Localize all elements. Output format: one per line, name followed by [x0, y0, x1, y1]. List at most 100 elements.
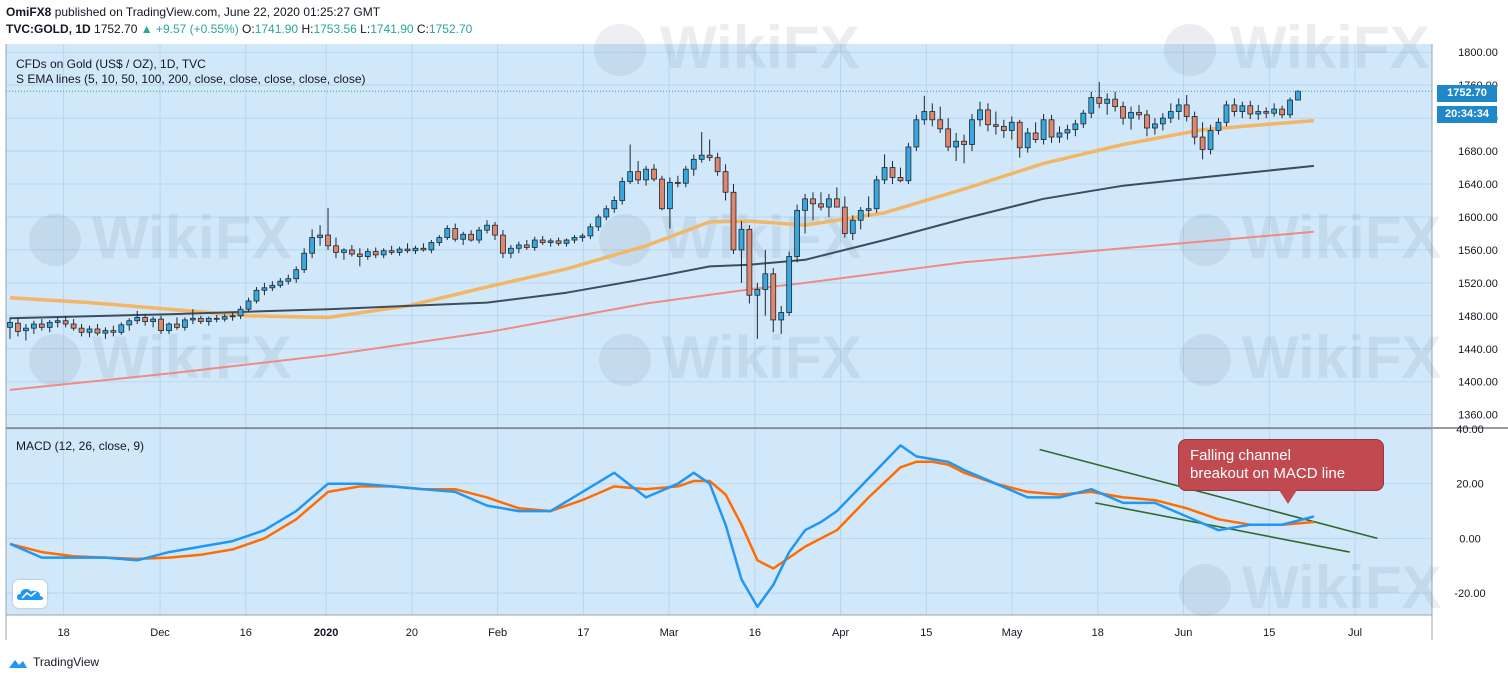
- candle-up: [778, 312, 785, 321]
- candle-down: [770, 273, 777, 321]
- publish-info: published on TradingView.com, June 22, 2…: [51, 5, 381, 19]
- footer-brand[interactable]: TradingView: [33, 655, 100, 669]
- candle-down: [349, 249, 355, 255]
- candle-up: [253, 289, 260, 302]
- candle-up: [428, 242, 435, 251]
- candle-up: [182, 319, 188, 328]
- time-tick-label: 16: [240, 627, 252, 639]
- candle-up: [341, 249, 347, 253]
- time-tick-label: Mar: [660, 627, 679, 639]
- watermark-text: WikiFX: [662, 324, 861, 391]
- candle-down: [1144, 114, 1150, 129]
- candle-up: [1287, 99, 1293, 116]
- candle-up: [261, 287, 268, 291]
- candle-up: [189, 317, 196, 321]
- candle-down: [1263, 111, 1270, 114]
- tradingview-logo-icon: [9, 659, 27, 668]
- candle-down: [714, 157, 721, 173]
- footer: TradingView: [7, 655, 99, 670]
- candle-up: [595, 216, 602, 228]
- candle-down: [158, 318, 164, 332]
- time-tick-label: 2020: [314, 627, 338, 639]
- candle-down: [1112, 98, 1119, 107]
- wikifx-watermark: WikiFX: [1164, 14, 1429, 81]
- candle-down: [404, 248, 411, 252]
- high-value: 1753.56: [313, 22, 357, 36]
- candle-down: [985, 109, 991, 126]
- candle-down: [889, 167, 896, 178]
- candle-down: [929, 111, 936, 121]
- candle-up: [1056, 132, 1063, 138]
- candle-up: [23, 327, 29, 332]
- candle-up: [794, 209, 800, 257]
- watermark-emblem-icon: [1179, 214, 1231, 266]
- candle-up: [269, 284, 276, 289]
- author-name[interactable]: OmiFX8: [6, 5, 52, 19]
- time-tick-label: Dec: [150, 627, 170, 639]
- ema-50-line: [9, 118, 1315, 320]
- candle-up: [571, 237, 578, 241]
- candle-up: [873, 179, 880, 210]
- candle-up: [1008, 121, 1015, 131]
- watermark-emblem-icon: [1179, 564, 1231, 616]
- price-tick-label: 1520.00: [1458, 278, 1498, 290]
- symbol-label[interactable]: TVC:GOLD, 1D: [6, 22, 91, 36]
- candle-up: [86, 328, 93, 333]
- price-tick-label: 1480.00: [1458, 311, 1498, 323]
- candle-down: [659, 178, 665, 210]
- macd-indicator-label[interactable]: MACD (12, 26, close, 9): [16, 439, 145, 453]
- candle-down: [1000, 125, 1007, 131]
- wikifx-watermark: WikiFX: [1179, 554, 1441, 621]
- candle-down: [452, 228, 459, 240]
- candle-up: [857, 209, 864, 221]
- candle-down: [420, 247, 427, 251]
- candle-down: [15, 322, 21, 332]
- candle-up: [285, 278, 292, 282]
- ema-indicator-label[interactable]: S EMA lines (5, 10, 50, 100, 200, close,…: [16, 72, 366, 86]
- watermark-text: WikiFX: [92, 204, 291, 271]
- macd-tick-label: 0.00: [1459, 533, 1480, 545]
- candle-up: [881, 167, 888, 181]
- candle-up: [277, 280, 284, 286]
- candle-down: [1096, 97, 1103, 104]
- candle-up: [364, 251, 371, 257]
- candle-down: [356, 253, 363, 257]
- candle-up: [508, 247, 514, 254]
- candle-down: [94, 328, 101, 334]
- time-tick-label: May: [1002, 627, 1023, 639]
- candle-up: [682, 168, 689, 184]
- candle-down: [1032, 132, 1039, 140]
- price-tick-label: 1800.00: [1458, 47, 1498, 59]
- open-value: 1741.90: [254, 22, 299, 36]
- tradingview-badge[interactable]: [13, 580, 47, 608]
- watermark-emblem-icon: [29, 214, 81, 266]
- candle-down: [1231, 104, 1238, 112]
- candle-down: [635, 171, 641, 181]
- watermark-emblem-icon: [1164, 24, 1216, 76]
- candle-down: [746, 228, 753, 296]
- candle-down: [539, 239, 546, 243]
- candle-up: [134, 317, 141, 322]
- candle-up: [301, 252, 308, 271]
- candle-down: [1120, 106, 1126, 119]
- candle-up: [738, 228, 745, 251]
- candle-up: [118, 324, 125, 333]
- candle-up: [865, 208, 872, 211]
- candle-down: [730, 191, 737, 251]
- ema-200-line: [9, 230, 1314, 391]
- candle-down: [1199, 136, 1206, 150]
- candle-down: [500, 234, 506, 254]
- last-value: 1752.70: [94, 22, 138, 36]
- close-label: C:: [416, 22, 429, 36]
- last-price-tag: 1752.70: [1437, 85, 1497, 102]
- macd-tick-label: 20.00: [1456, 479, 1484, 491]
- candle-up: [547, 240, 554, 243]
- candle-down: [1048, 119, 1055, 138]
- watermark-emblem-icon: [599, 214, 651, 266]
- macd-line: [9, 444, 1315, 609]
- time-tick-label: Jul: [1348, 627, 1362, 639]
- candle-up: [229, 315, 236, 318]
- candle-up: [412, 247, 419, 252]
- candle-up: [476, 229, 482, 241]
